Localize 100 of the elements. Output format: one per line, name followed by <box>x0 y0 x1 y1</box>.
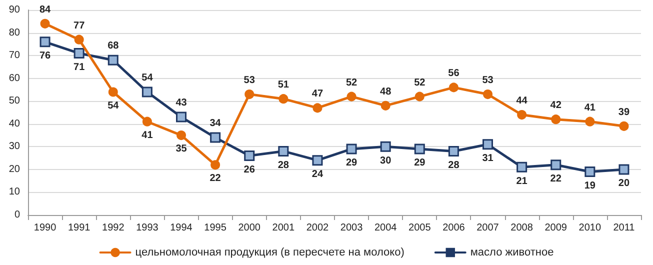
x-tick-label: 2000 <box>238 222 261 234</box>
point <box>414 144 425 154</box>
x-tick-label: 1990 <box>34 222 57 234</box>
data-label: 68 <box>108 40 120 52</box>
data-label: 21 <box>516 176 528 187</box>
point <box>210 160 220 170</box>
data-label: 29 <box>346 158 358 169</box>
point <box>142 86 152 98</box>
point <box>346 92 356 102</box>
y-tick-label: 0 <box>14 210 20 220</box>
y-tick-label: 90 <box>8 4 20 16</box>
data-label: 22 <box>210 173 222 184</box>
point <box>210 132 221 143</box>
data-label: 43 <box>176 97 188 108</box>
data-label: 52 <box>414 77 426 88</box>
point <box>176 130 186 140</box>
data-label: 84 <box>39 4 52 16</box>
data-label: 54 <box>142 72 154 84</box>
y-tick-label: 30 <box>8 141 20 152</box>
data-label: 44 <box>516 96 528 107</box>
x-tick-label: 1994 <box>170 222 193 234</box>
x-tick-label: 2003 <box>340 222 364 234</box>
point <box>483 90 492 100</box>
x-tick-label: 1993 <box>136 222 159 234</box>
point <box>346 144 357 154</box>
data-label: 39 <box>618 106 630 118</box>
point <box>74 48 84 59</box>
data-label: 56 <box>448 68 460 80</box>
y-tick-label: 50 <box>8 96 20 107</box>
data-label: 28 <box>278 160 290 171</box>
point <box>142 116 152 126</box>
point <box>312 103 322 113</box>
point <box>380 141 391 152</box>
x-tick-label: 2002 <box>306 222 330 234</box>
x-tick-label: 2006 <box>442 222 466 234</box>
legend-label: цельномолочная продукция (в пересчете на молоко) <box>135 246 404 258</box>
data-label: 24 <box>312 169 324 180</box>
data-label: 19 <box>584 180 596 192</box>
data-label: 52 <box>346 77 358 88</box>
data-label: 54 <box>108 100 120 112</box>
point <box>448 82 458 92</box>
point <box>176 112 186 122</box>
point <box>244 150 255 162</box>
data-label: 26 <box>244 164 256 176</box>
point <box>312 155 323 166</box>
x-tick-label: 2009 <box>544 222 568 234</box>
x-tick-label: 1992 <box>102 222 125 234</box>
data-label: 77 <box>74 20 86 32</box>
data-label: 22 <box>550 174 562 185</box>
x-tick-label: 2005 <box>408 222 432 234</box>
x-tick-label: 2011 <box>613 222 636 234</box>
x-tick-label: 2004 <box>374 222 398 234</box>
x-tick-label: 2001 <box>272 222 295 234</box>
data-label: 47 <box>312 88 324 100</box>
data-label: 53 <box>244 75 256 86</box>
point <box>278 146 289 156</box>
data-label: 28 <box>448 160 460 171</box>
point <box>584 166 596 177</box>
point <box>108 54 118 66</box>
point <box>550 160 562 170</box>
point <box>482 139 493 150</box>
y-tick-label: 10 <box>8 186 20 198</box>
point <box>516 162 528 172</box>
y-tick-label: 20 <box>8 164 20 175</box>
data-label: 20 <box>618 178 630 190</box>
point <box>448 146 459 156</box>
point <box>40 18 50 28</box>
point <box>108 87 118 97</box>
point <box>551 114 561 124</box>
point <box>618 164 630 175</box>
data-label: 30 <box>380 155 392 166</box>
x-tick-label: 2008 <box>510 222 534 234</box>
data-label: 29 <box>414 158 426 169</box>
data-label: 41 <box>584 102 596 114</box>
data-label: 35 <box>176 144 188 155</box>
y-tick-label: 40 <box>8 118 20 130</box>
x-tick-label: 2010 <box>578 222 602 234</box>
data-label: 41 <box>142 130 154 141</box>
data-label: 34 <box>210 118 222 129</box>
point <box>244 90 254 100</box>
point <box>414 92 424 102</box>
x-tick-label: 2007 <box>476 222 500 234</box>
data-label: 42 <box>550 100 562 112</box>
point <box>380 100 390 110</box>
x-tick-label: 1995 <box>204 222 227 234</box>
point <box>585 116 595 126</box>
point <box>40 36 50 48</box>
data-label: 51 <box>278 80 290 91</box>
y-tick-label: 70 <box>8 50 20 62</box>
point <box>619 121 629 131</box>
data-label: 71 <box>74 62 86 74</box>
y-tick-label: 60 <box>8 72 20 84</box>
point <box>74 34 84 44</box>
legend-label: масло животное <box>470 246 554 258</box>
data-label: 76 <box>39 50 52 62</box>
point <box>278 94 288 104</box>
y-tick-label: 80 <box>8 27 20 38</box>
data-label: 53 <box>482 75 494 86</box>
point <box>517 110 527 120</box>
data-label: 48 <box>380 86 392 98</box>
